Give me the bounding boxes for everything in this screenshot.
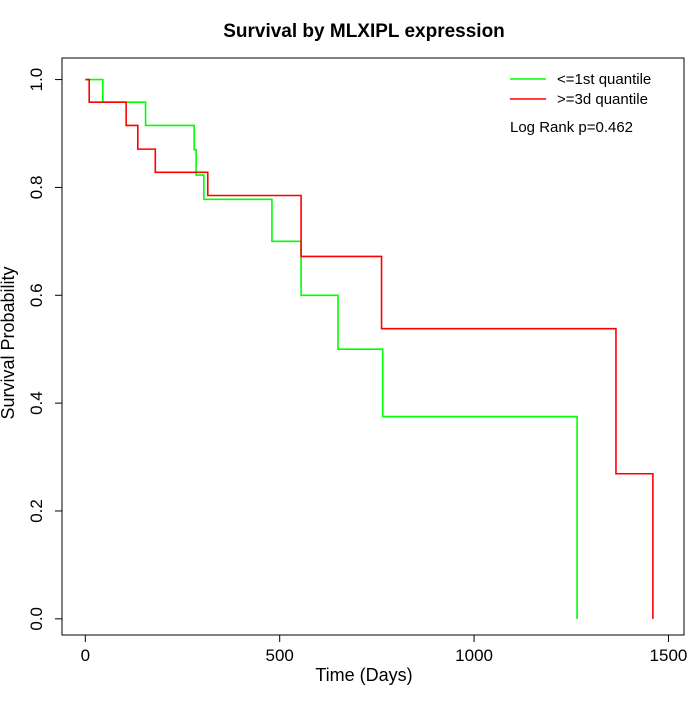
legend-label-series-2: >=3d quantile <box>557 91 648 108</box>
x-axis-label: Time (Days) <box>315 665 412 685</box>
series-line-1 <box>85 78 578 619</box>
x-tick-label: 500 <box>266 646 294 665</box>
x-tick-label: 1500 <box>650 646 688 665</box>
x-tick-label: 1000 <box>455 646 493 665</box>
y-tick-label: 0.4 <box>27 391 46 415</box>
y-tick-label: 1.0 <box>27 68 46 92</box>
y-axis: 0.0 0.2 0.4 0.6 0.8 1.0 <box>27 68 63 631</box>
y-axis-label: Survival Probability <box>0 266 18 419</box>
legend: <=1st quantile >=3d quantile <box>510 71 651 108</box>
y-tick-label: 0.2 <box>27 499 46 523</box>
log-rank-annotation: Log Rank p=0.462 <box>510 119 633 136</box>
chart-title: Survival by MLXIPL expression <box>223 21 505 42</box>
y-tick-label: 0.0 <box>27 607 46 631</box>
legend-label-series-1: <=1st quantile <box>557 71 651 88</box>
series-layer <box>85 78 654 619</box>
x-tick-label: 0 <box>81 646 90 665</box>
x-axis: 0 500 1000 1500 <box>81 634 688 665</box>
y-tick-label: 0.8 <box>27 176 46 200</box>
y-tick-label: 0.6 <box>27 283 46 307</box>
series-line-2 <box>85 78 654 619</box>
